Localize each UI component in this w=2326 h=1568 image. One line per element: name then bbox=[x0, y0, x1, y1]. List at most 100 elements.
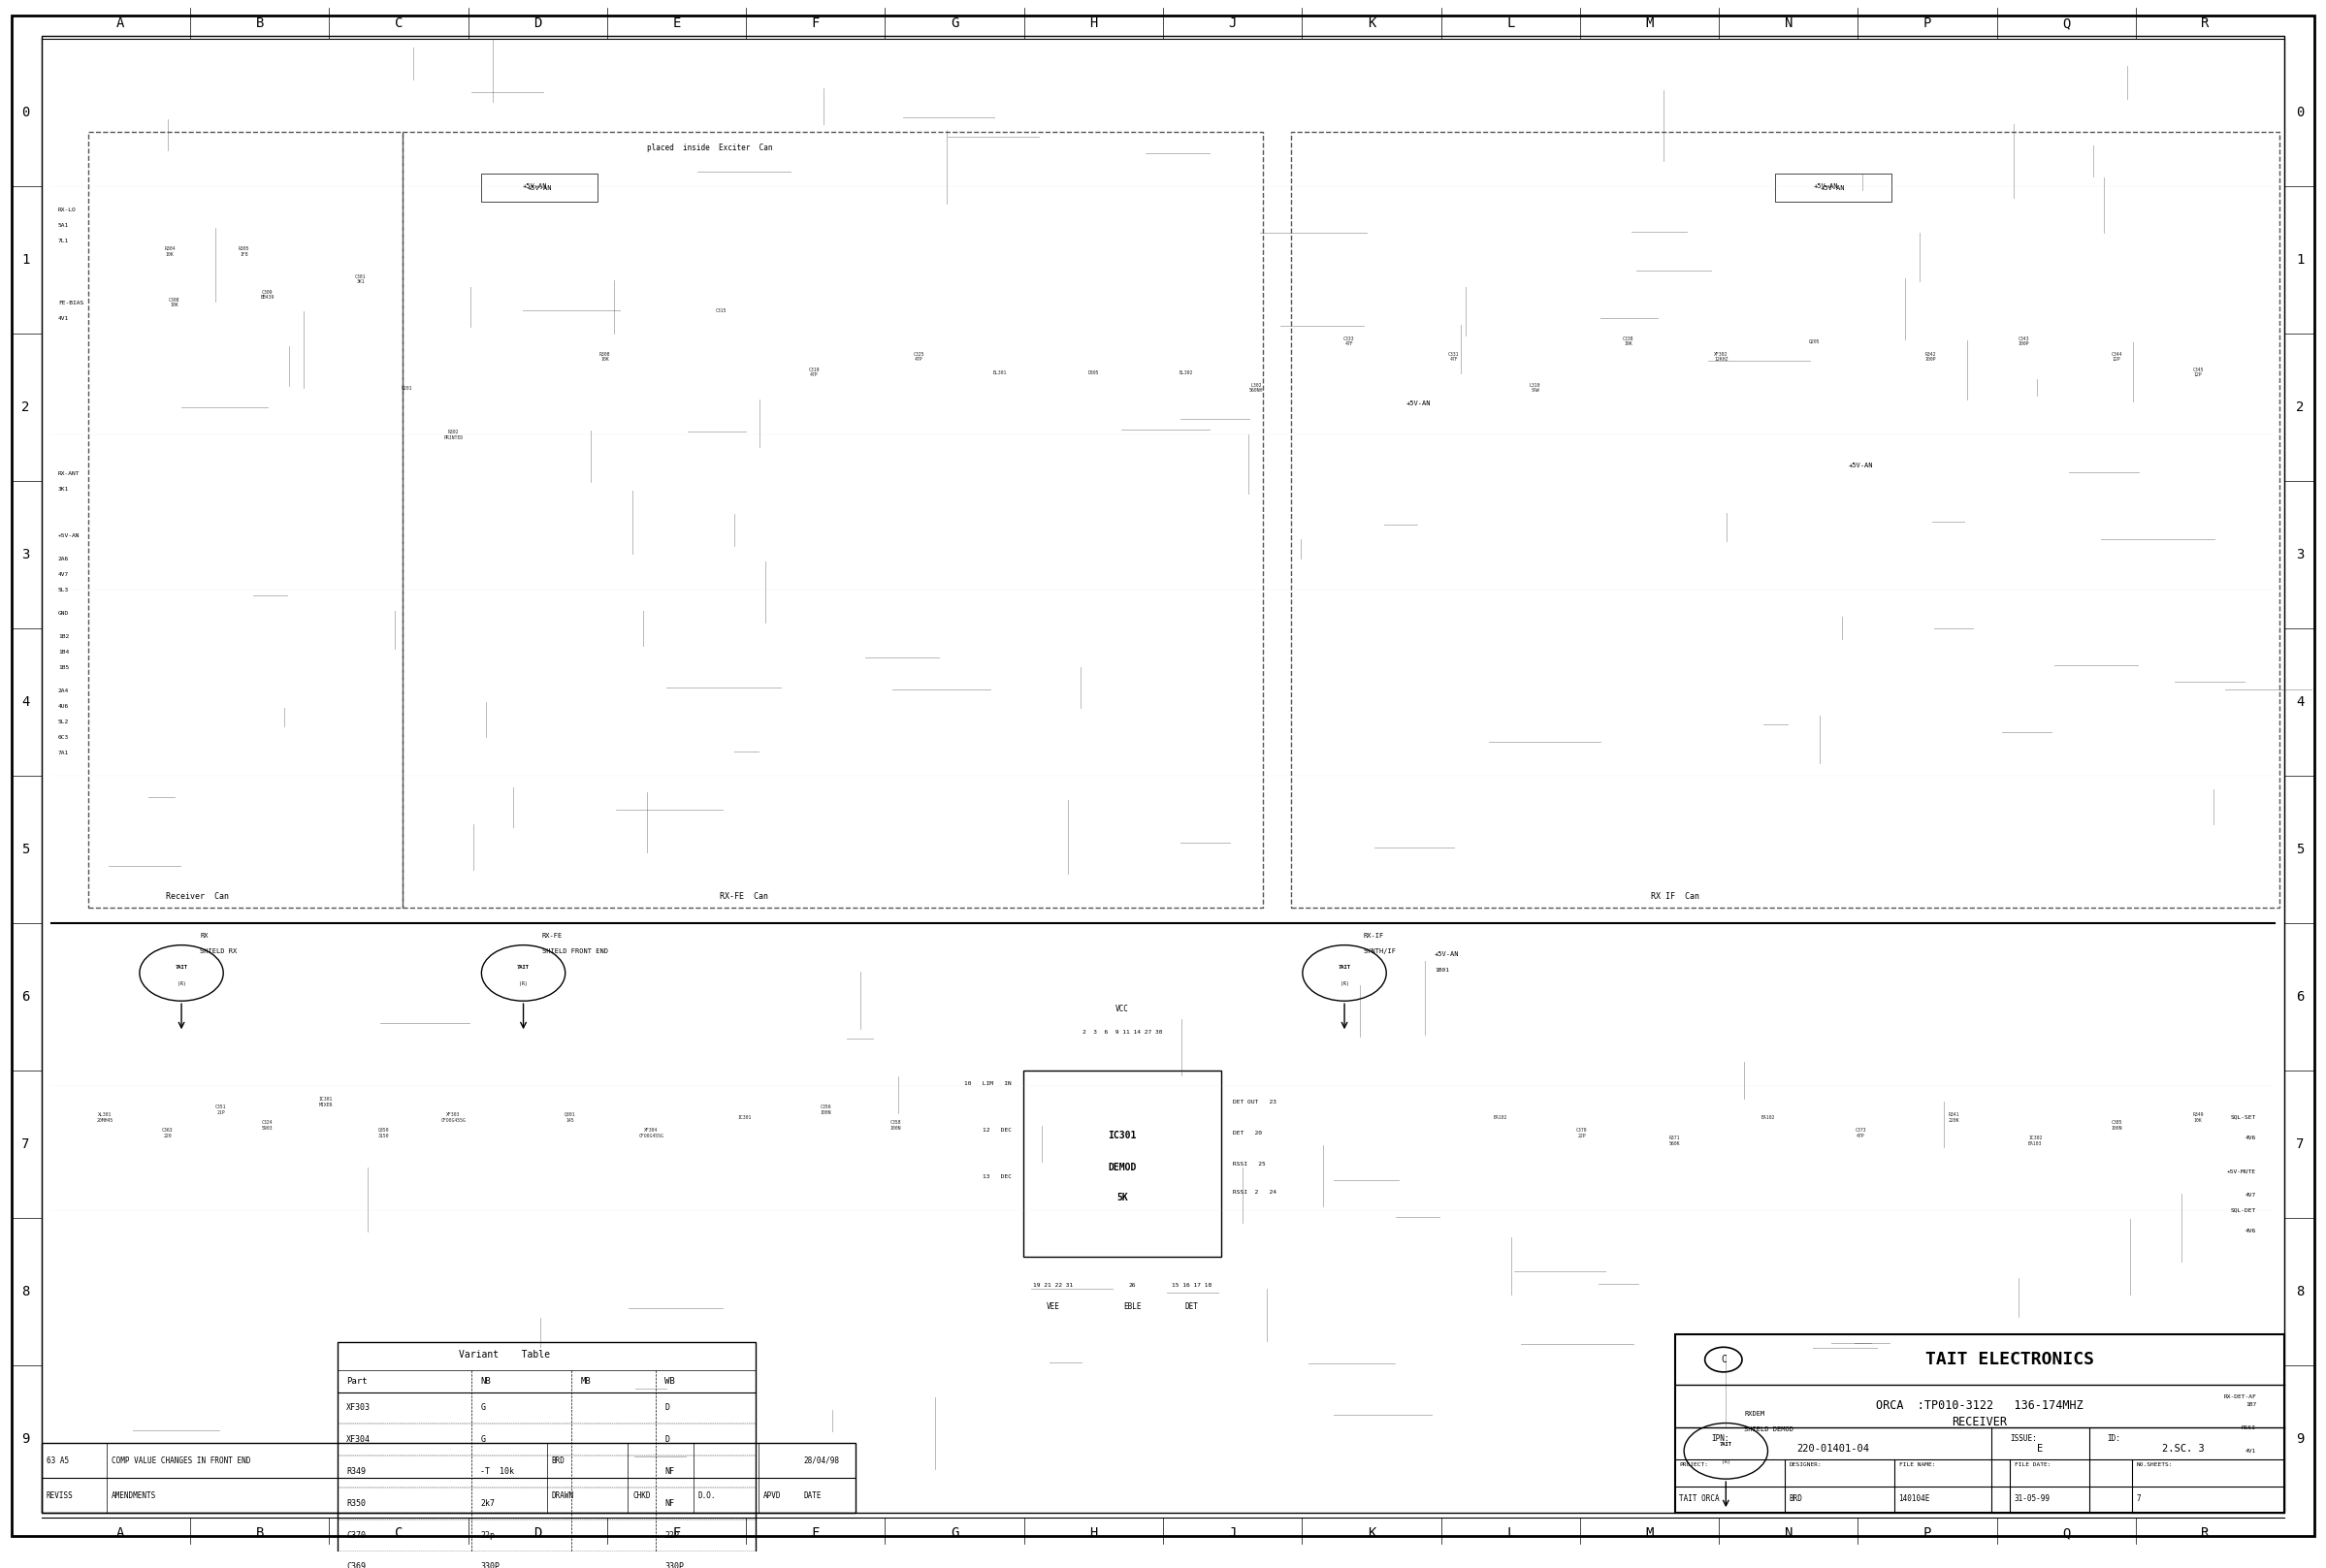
Text: P: P bbox=[1924, 17, 1931, 30]
Text: RX-LO: RX-LO bbox=[58, 207, 77, 212]
Text: XF302
12KHZ: XF302 12KHZ bbox=[1714, 351, 1728, 362]
Text: 8: 8 bbox=[2296, 1286, 2305, 1298]
Text: 2k7: 2k7 bbox=[481, 1499, 495, 1508]
Text: K: K bbox=[1368, 17, 1375, 30]
Text: C: C bbox=[395, 17, 402, 30]
Text: 4V6: 4V6 bbox=[2245, 1135, 2256, 1140]
Text: 1B7: 1B7 bbox=[2245, 1402, 2256, 1406]
Text: 1B2: 1B2 bbox=[58, 633, 70, 638]
Text: D.O.: D.O. bbox=[698, 1491, 716, 1501]
Text: J: J bbox=[1228, 17, 1237, 30]
Text: C301
3K1: C301 3K1 bbox=[356, 274, 365, 284]
Text: C: C bbox=[395, 1527, 402, 1540]
Text: C369: C369 bbox=[347, 1563, 365, 1568]
Text: 2: 2 bbox=[21, 400, 30, 414]
Text: C309
BB439: C309 BB439 bbox=[261, 290, 274, 299]
Text: +5V-AN: +5V-AN bbox=[1407, 400, 1430, 406]
Text: 3K1: 3K1 bbox=[58, 486, 70, 491]
Text: 28/04/98: 28/04/98 bbox=[802, 1457, 840, 1465]
Text: 22P: 22P bbox=[665, 1530, 679, 1540]
Text: 10   LIM   IN: 10 LIM IN bbox=[965, 1080, 1012, 1085]
Text: ISSUE:: ISSUE: bbox=[2010, 1433, 2038, 1443]
Bar bbox=[42, 1443, 856, 1513]
Text: 5L3: 5L3 bbox=[58, 588, 70, 593]
Text: L: L bbox=[1507, 1527, 1514, 1540]
Text: 330P: 330P bbox=[481, 1563, 500, 1568]
Text: R: R bbox=[2200, 1527, 2210, 1540]
Text: D: D bbox=[665, 1435, 670, 1444]
Text: FILE NAME:: FILE NAME: bbox=[1898, 1463, 1935, 1468]
Text: GND: GND bbox=[58, 610, 70, 615]
Text: SYNTH/IF: SYNTH/IF bbox=[1363, 949, 1396, 955]
Bar bbox=[1775, 174, 1891, 202]
Text: SHIELD RX: SHIELD RX bbox=[200, 949, 237, 955]
Text: PROJECT:: PROJECT: bbox=[1679, 1463, 1710, 1468]
Text: L310
SAW: L310 SAW bbox=[1531, 383, 1540, 394]
Text: 1B5: 1B5 bbox=[58, 665, 70, 670]
Text: 7AIT: 7AIT bbox=[1719, 1443, 1733, 1447]
Text: F: F bbox=[812, 1527, 819, 1540]
Text: 5L2: 5L2 bbox=[58, 720, 70, 724]
Text: 63 A5: 63 A5 bbox=[47, 1457, 70, 1465]
Text: 2.SC. 3: 2.SC. 3 bbox=[2163, 1444, 2205, 1454]
Text: IC301: IC301 bbox=[737, 1115, 751, 1120]
Text: M: M bbox=[1644, 17, 1654, 30]
Text: +5V-AN: +5V-AN bbox=[528, 185, 551, 191]
Text: C370: C370 bbox=[347, 1530, 365, 1540]
Text: E: E bbox=[672, 17, 682, 30]
Text: (R): (R) bbox=[519, 982, 528, 986]
Bar bbox=[337, 1342, 756, 1568]
Text: RX IF  Can: RX IF Can bbox=[1651, 892, 1698, 902]
Text: C333
47F: C333 47F bbox=[1344, 336, 1354, 347]
Text: L302
560NH: L302 560NH bbox=[1249, 383, 1263, 394]
Text: Q: Q bbox=[2063, 17, 2070, 30]
Text: C325
47P: C325 47P bbox=[914, 351, 923, 362]
Text: 140104E: 140104E bbox=[1898, 1494, 1931, 1504]
Bar bbox=[1023, 1071, 1221, 1258]
Text: 8: 8 bbox=[21, 1286, 30, 1298]
Text: G: G bbox=[481, 1435, 486, 1444]
Text: 3: 3 bbox=[21, 547, 30, 561]
Text: REVISS: REVISS bbox=[47, 1491, 74, 1501]
Text: C370
22P: C370 22P bbox=[1577, 1127, 1586, 1138]
Text: XF303
CFO0G455G: XF303 CFO0G455G bbox=[442, 1112, 465, 1123]
Text: C373
47P: C373 47P bbox=[1856, 1127, 1865, 1138]
Text: 7L1: 7L1 bbox=[58, 238, 70, 243]
Text: A: A bbox=[116, 1527, 126, 1540]
Text: C363
220: C363 220 bbox=[163, 1127, 172, 1138]
Text: NF: NF bbox=[665, 1499, 675, 1508]
Text: A: A bbox=[116, 17, 126, 30]
Text: COMP VALUE CHANGES IN FRONT END: COMP VALUE CHANGES IN FRONT END bbox=[112, 1457, 251, 1465]
Text: K: K bbox=[1368, 1527, 1375, 1540]
Text: 4V6: 4V6 bbox=[2245, 1228, 2256, 1232]
Text: BL301: BL301 bbox=[993, 370, 1007, 375]
Text: C385
100N: C385 100N bbox=[2112, 1120, 2121, 1131]
Text: C351
21P: C351 21P bbox=[216, 1104, 226, 1115]
Text: E: E bbox=[2038, 1444, 2045, 1454]
Text: (R): (R) bbox=[1340, 982, 1349, 986]
Text: FILE DATE:: FILE DATE: bbox=[2014, 1463, 2052, 1468]
Text: RX: RX bbox=[200, 933, 209, 939]
Text: C343
100P: C343 100P bbox=[2019, 336, 2028, 347]
Text: TAIT ELECTRONICS: TAIT ELECTRONICS bbox=[1926, 1352, 2093, 1369]
Text: 4: 4 bbox=[2296, 696, 2305, 709]
Text: RX-IF: RX-IF bbox=[1363, 933, 1384, 939]
Text: XL301
20MH45: XL301 20MH45 bbox=[95, 1112, 114, 1123]
Text: F: F bbox=[812, 17, 819, 30]
Text: 7A1: 7A1 bbox=[58, 750, 70, 756]
Text: C324
5903: C324 5903 bbox=[263, 1120, 272, 1131]
Text: 7: 7 bbox=[2296, 1138, 2305, 1151]
Text: SHIELD DEMOD: SHIELD DEMOD bbox=[1744, 1427, 1793, 1433]
Text: +5V-AN: +5V-AN bbox=[58, 533, 79, 538]
Text: P: P bbox=[1924, 1527, 1931, 1540]
Text: IC301
MIXER: IC301 MIXER bbox=[319, 1096, 333, 1107]
Text: L: L bbox=[1507, 17, 1514, 30]
Text: R349: R349 bbox=[347, 1468, 365, 1475]
Text: +5V-AN: +5V-AN bbox=[1814, 183, 1838, 190]
Text: D: D bbox=[533, 1527, 542, 1540]
Text: 5K: 5K bbox=[1116, 1193, 1128, 1203]
Text: 5A1: 5A1 bbox=[58, 223, 70, 227]
Text: 2  3  6  9 11 14 27 30: 2 3 6 9 11 14 27 30 bbox=[1082, 1030, 1163, 1035]
Text: ORCA  :TP010-3122   136-174MHZ: ORCA :TP010-3122 136-174MHZ bbox=[1875, 1400, 2084, 1413]
Text: M: M bbox=[1644, 1527, 1654, 1540]
